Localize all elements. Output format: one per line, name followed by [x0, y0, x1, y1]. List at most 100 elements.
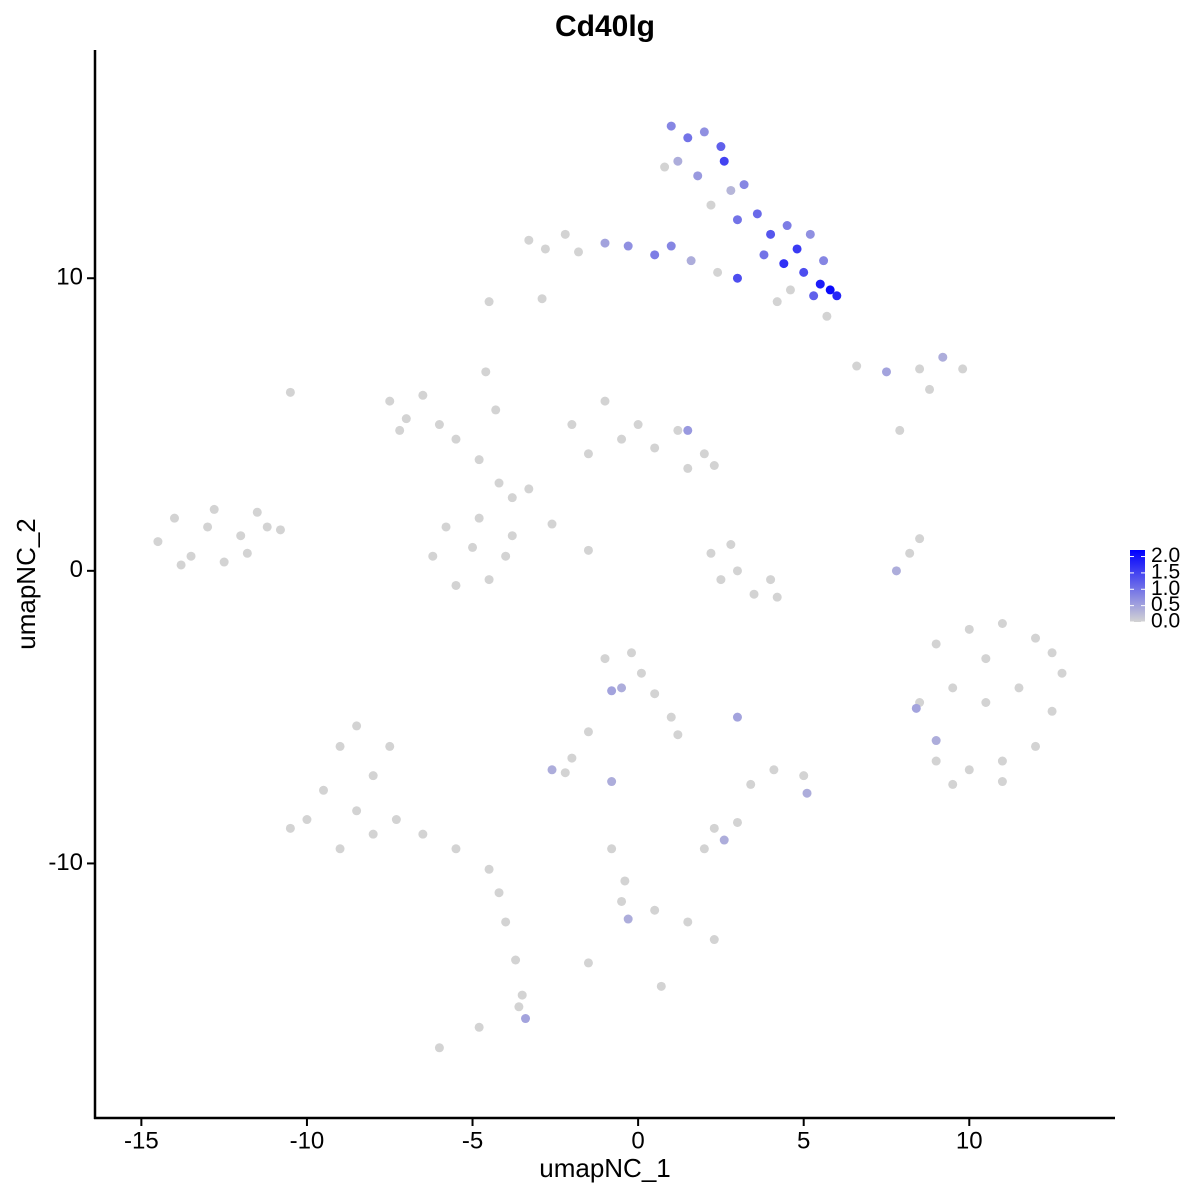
point	[524, 484, 534, 494]
x-tick-label: -5	[462, 1127, 483, 1154]
point	[335, 741, 345, 751]
y-tick-label: 0	[70, 556, 83, 583]
point	[749, 589, 759, 599]
point	[666, 241, 676, 251]
point	[169, 513, 179, 523]
point	[739, 180, 749, 190]
point	[822, 311, 832, 321]
point	[964, 624, 974, 634]
point	[451, 580, 461, 590]
point	[766, 575, 776, 585]
point	[948, 779, 958, 789]
point	[1031, 741, 1041, 751]
point	[779, 259, 789, 269]
colorbar-label: 1.0	[1151, 577, 1180, 600]
point	[709, 460, 719, 470]
point	[1047, 706, 1057, 716]
point	[799, 771, 809, 781]
point	[302, 815, 312, 825]
point	[819, 256, 829, 266]
point	[319, 785, 329, 795]
point	[633, 420, 643, 430]
point	[925, 384, 935, 394]
point	[434, 1043, 444, 1053]
point	[385, 396, 395, 406]
colorbar-label: 1.5	[1151, 560, 1180, 583]
point	[203, 522, 213, 532]
y-tick-label: 10	[56, 264, 83, 291]
point	[719, 835, 729, 845]
point	[474, 1022, 484, 1032]
x-tick-label: 10	[956, 1127, 983, 1154]
point	[666, 121, 676, 131]
point	[335, 844, 345, 854]
point	[484, 297, 494, 307]
point	[600, 396, 610, 406]
x-tick-label: 0	[631, 1127, 644, 1154]
point	[895, 425, 905, 435]
point	[752, 209, 762, 219]
point	[931, 756, 941, 766]
point	[683, 425, 693, 435]
point	[517, 990, 527, 1000]
point	[852, 361, 862, 371]
point	[574, 247, 584, 257]
point	[428, 551, 438, 561]
point	[706, 548, 716, 558]
point	[494, 478, 504, 488]
point	[650, 250, 660, 260]
point	[285, 387, 295, 397]
point	[802, 788, 812, 798]
point	[809, 291, 819, 301]
x-axis-title: umapNC_1	[539, 1153, 671, 1183]
point	[607, 777, 617, 787]
point	[481, 367, 491, 377]
y-tick-label: -10	[48, 849, 83, 876]
point	[219, 557, 229, 567]
point	[434, 420, 444, 430]
point	[732, 215, 742, 225]
point	[759, 250, 769, 260]
point	[491, 405, 501, 415]
point	[507, 493, 517, 503]
point	[617, 683, 627, 693]
point	[607, 686, 617, 696]
point	[769, 765, 779, 775]
point	[507, 531, 517, 541]
point	[474, 455, 484, 465]
point	[607, 844, 617, 854]
point	[521, 1014, 531, 1024]
point	[537, 294, 547, 304]
point	[547, 765, 557, 775]
point	[514, 1002, 524, 1012]
point	[726, 539, 736, 549]
point	[719, 156, 729, 166]
point	[997, 756, 1007, 766]
point	[650, 689, 660, 699]
point	[391, 815, 401, 825]
point	[709, 823, 719, 833]
point	[186, 551, 196, 561]
point	[275, 525, 285, 535]
point	[1057, 668, 1067, 678]
point	[494, 888, 504, 898]
x-tick-label: 5	[797, 1127, 810, 1154]
point	[732, 712, 742, 722]
point	[785, 285, 795, 295]
point	[948, 683, 958, 693]
point	[395, 425, 405, 435]
point	[683, 133, 693, 143]
point	[560, 768, 570, 778]
point	[153, 537, 163, 547]
point	[905, 548, 915, 558]
point	[938, 352, 948, 362]
point	[792, 244, 802, 254]
point	[441, 522, 451, 532]
point	[709, 935, 719, 945]
point	[732, 273, 742, 283]
colorbar	[1130, 550, 1145, 622]
point	[699, 127, 709, 137]
point	[501, 917, 511, 927]
point	[746, 779, 756, 789]
